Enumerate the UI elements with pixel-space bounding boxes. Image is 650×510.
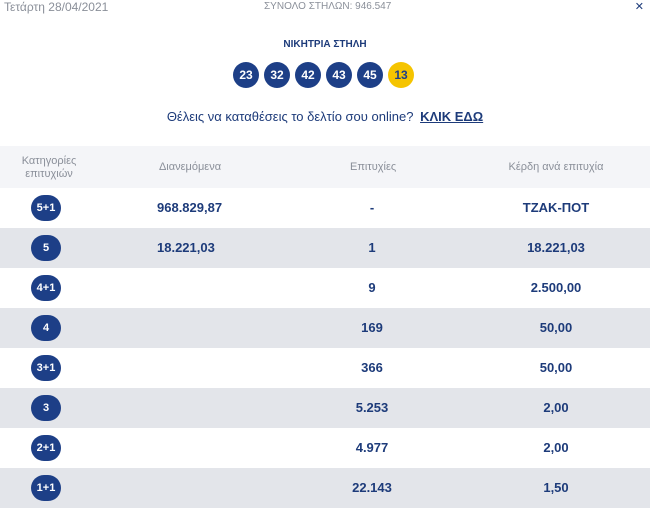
hits-value: 9 [368, 280, 376, 295]
hits-value: 1 [368, 240, 376, 255]
category-badge: 2+1 [31, 435, 61, 461]
hits-value: - [369, 200, 375, 215]
prize-value: 50,00 [539, 320, 573, 335]
table-row: 3 5.253 2,00 [0, 388, 650, 428]
joker-number-ball: 13 [388, 62, 414, 88]
prize-value: 2.500,00 [530, 280, 582, 295]
category-badge: 4+1 [31, 275, 61, 301]
table-header: Κατηγορίες επιτυχιών Διανεμόμενα Επιτυχί… [0, 146, 650, 188]
table-row: 4+1 9 2.500,00 [0, 268, 650, 308]
cta-text: Θέλεις να καταθέσεις το δελτίο σου onlin… [166, 109, 414, 124]
header-prize: Κέρδη ανά επιτυχία [508, 161, 604, 173]
winning-numbers: 23 32 42 43 45 13 [233, 62, 414, 88]
header-category: Κατηγορίες επιτυχιών [21, 155, 77, 180]
prize-value: 50,00 [539, 360, 573, 375]
draw-date: Τετάρτη 28/04/2021 [4, 0, 109, 14]
category-badge: 5+1 [31, 195, 61, 221]
hits-value: 22.143 [352, 480, 392, 495]
category-badge: 1+1 [31, 475, 61, 501]
table-row: 5 18.221,03 1 18.221,03 [0, 228, 650, 268]
winning-number-ball: 43 [326, 62, 352, 88]
online-submit-prompt: Θέλεις να καταθέσεις το δελτίο σου onlin… [0, 109, 650, 124]
category-badge: 4 [31, 315, 61, 341]
distributed-value: 18.221,03 [157, 240, 215, 255]
table-row: 1+1 22.143 1,50 [0, 468, 650, 508]
table-row: 5+1 968.829,87 - ΤΖΑΚ-ΠΟΤ [0, 188, 650, 228]
header-distributed: Διανεμόμενα [158, 161, 222, 173]
prize-value: 1,50 [543, 480, 569, 495]
prize-value: 2,00 [543, 440, 569, 455]
hits-value: 366 [361, 360, 383, 375]
winning-column-title: ΝΙΚΗΤΡΙΑ ΣΤΗΛΗ [283, 39, 367, 50]
total-columns: ΣΥΝΟΛΟ ΣΤΗΛΩΝ: 946.547 [264, 1, 392, 12]
hits-value: 4.977 [355, 440, 389, 455]
top-bar: Τετάρτη 28/04/2021 ΣΥΝΟΛΟ ΣΤΗΛΩΝ: 946.54… [0, 0, 650, 16]
winning-number-ball: 23 [233, 62, 259, 88]
category-badge: 3 [31, 395, 61, 421]
hits-value: 169 [361, 320, 383, 335]
click-here-link[interactable]: ΚΛΙΚ ΕΔΩ [420, 109, 484, 124]
table-row: 3+1 366 50,00 [0, 348, 650, 388]
category-badge: 5 [31, 235, 61, 261]
winning-number-ball: 32 [264, 62, 290, 88]
distributed-value: 968.829,87 [157, 200, 223, 215]
close-icon[interactable]: ✕ [634, 1, 644, 13]
hits-value: 5.253 [355, 400, 389, 415]
table-row: 2+1 4.977 2,00 [0, 428, 650, 468]
table-row: 4 169 50,00 [0, 308, 650, 348]
header-hits: Επιτυχίες [350, 161, 397, 173]
prize-value: ΤΖΑΚ-ΠΟΤ [522, 200, 590, 215]
prize-value: 2,00 [543, 400, 569, 415]
category-badge: 3+1 [31, 355, 61, 381]
winnings-table: Κατηγορίες επιτυχιών Διανεμόμενα Επιτυχί… [0, 146, 650, 508]
prize-value: 18.221,03 [527, 240, 585, 255]
winning-number-ball: 42 [295, 62, 321, 88]
winning-number-ball: 45 [357, 62, 383, 88]
